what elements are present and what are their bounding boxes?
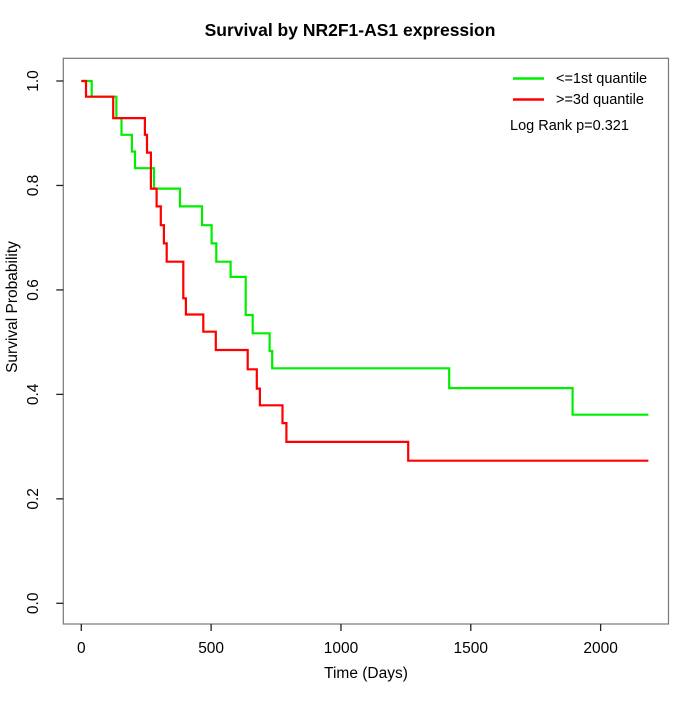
y-tick-label: 0.8 bbox=[25, 175, 42, 197]
y-tick-label: 1.0 bbox=[25, 70, 42, 92]
y-tick-label: 0.6 bbox=[25, 279, 42, 301]
x-tick-label: 500 bbox=[198, 640, 224, 657]
x-axis-ticks: 0 500 1000 1500 2000 bbox=[77, 624, 618, 657]
y-tick-label: 0.4 bbox=[25, 383, 42, 405]
logrank-annotation: Log Rank p=0.321 bbox=[510, 118, 629, 134]
km-curve-green bbox=[81, 79, 649, 416]
y-axis-label: Survival Probability bbox=[4, 241, 21, 373]
km-curves bbox=[81, 79, 649, 462]
x-tick-label: 1500 bbox=[454, 640, 489, 657]
y-tick-label: 0.2 bbox=[25, 488, 42, 510]
y-tick-label: 0.0 bbox=[25, 592, 42, 614]
km-curve-red bbox=[81, 79, 649, 462]
plot-area-border bbox=[62, 57, 670, 625]
x-tick-label: 1000 bbox=[324, 640, 359, 657]
plot-title: Survival by NR2F1-AS1 expression bbox=[205, 20, 496, 40]
legend-label-green: <=1st quantile bbox=[556, 71, 647, 87]
x-axis-label: Time (Days) bbox=[324, 665, 408, 682]
x-tick-label: 2000 bbox=[583, 640, 618, 657]
legend-label-red: >=3d quantile bbox=[556, 92, 644, 108]
legend: <=1st quantile >=3d quantile Log Rank p=… bbox=[510, 71, 647, 134]
y-axis-ticks: 0.0 0.2 0.4 0.6 0.8 1.0 bbox=[25, 70, 64, 614]
x-tick-label: 0 bbox=[77, 640, 86, 657]
